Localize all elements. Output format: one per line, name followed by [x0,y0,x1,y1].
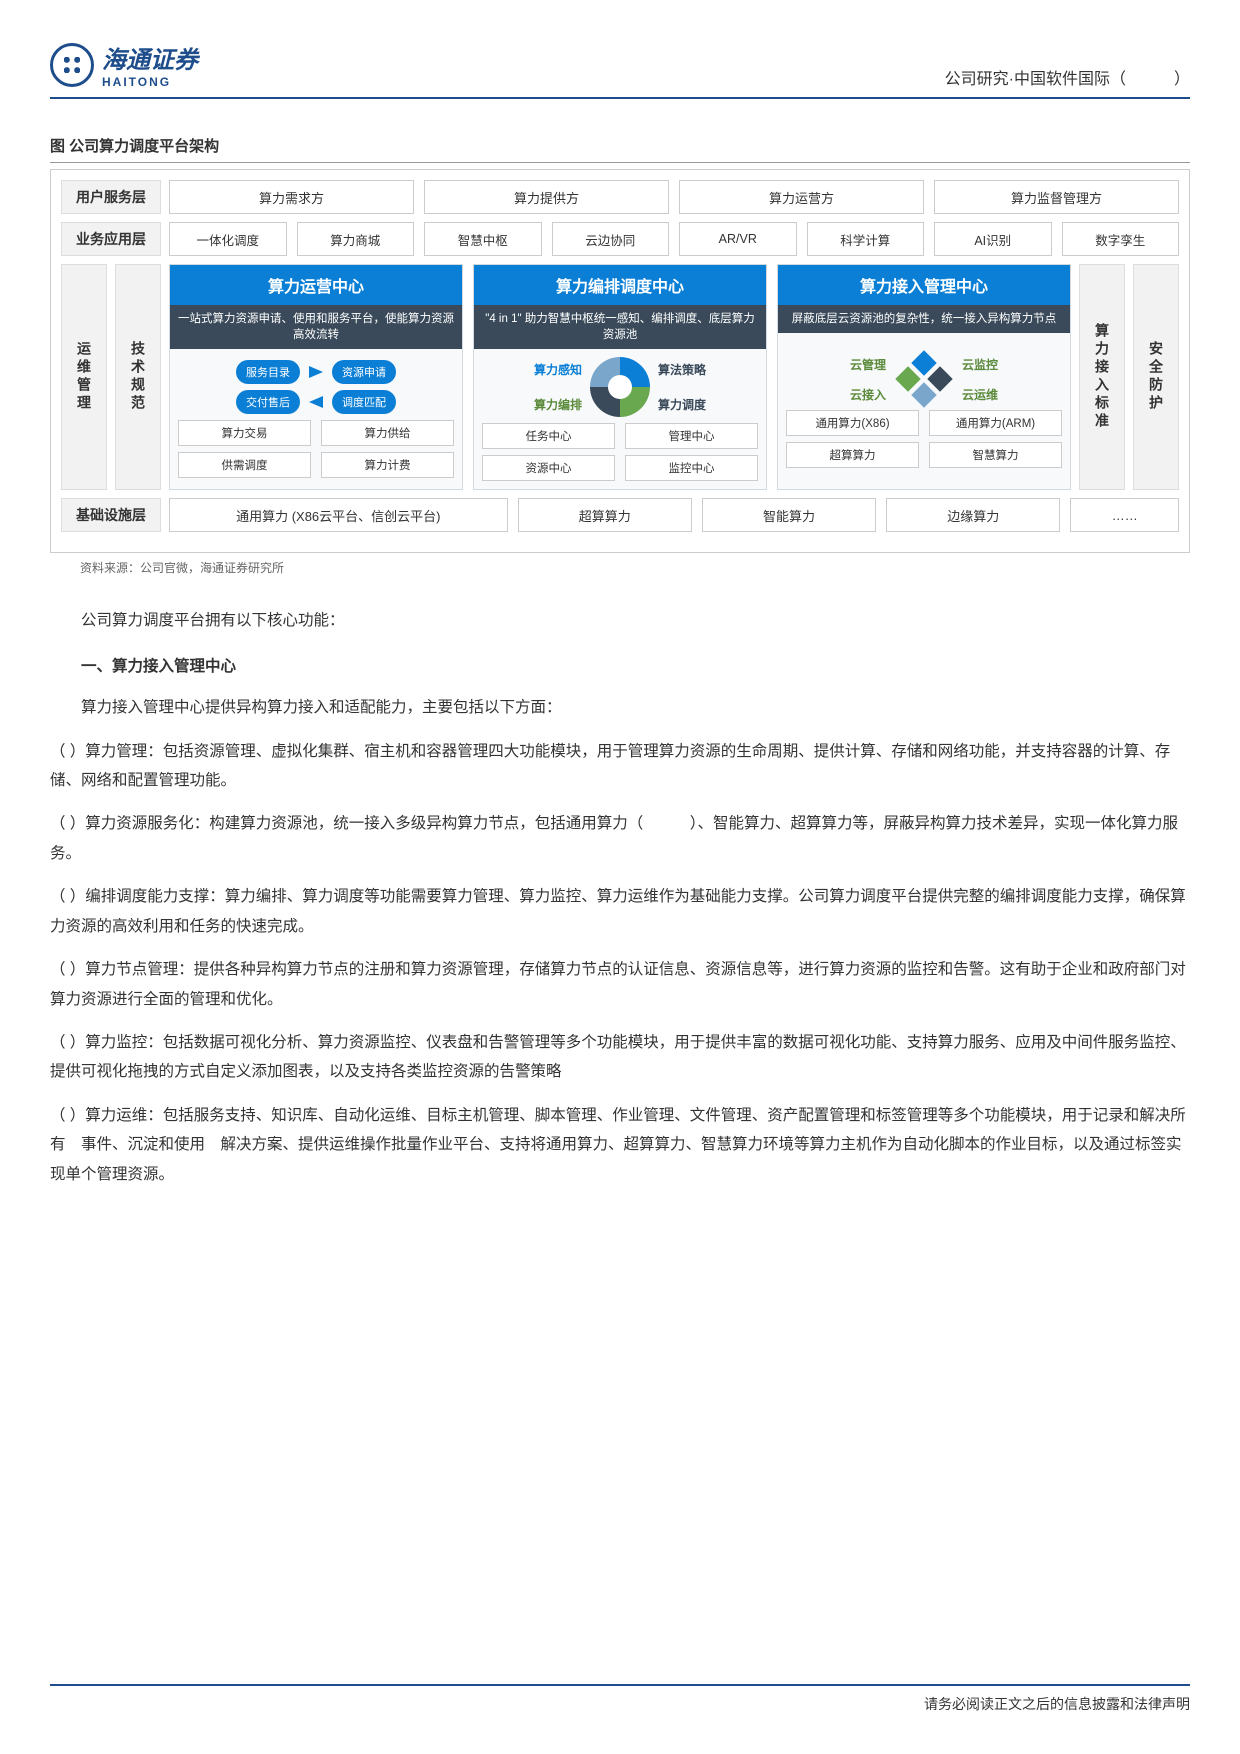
quad-label: 算力编排 [482,396,582,413]
intro: 公司算力调度平台拥有以下核心功能： [50,606,1190,635]
pill: 服务目录 [236,360,300,384]
figure-source: 资料来源：公司官微，海通证券研究所 [80,559,1190,576]
paragraph: （ ）算力管理：包括资源管理、虚拟化集群、宿主机和容器管理四大功能模块，用于管理… [50,737,1190,796]
mini-cell: 算力计费 [321,452,454,478]
app-layer-row: 业务应用层 一体化调度 算力商城 智慧中枢 云边协同 AR/VR 科学计算 AI… [61,222,1179,256]
user-cell: 算力监督管理方 [934,180,1179,214]
pill: 调度匹配 [332,390,396,414]
c3-diagram: 云管理 云监控 云接入 云运维 [786,354,1062,404]
app-cell: AR/VR [679,222,797,256]
user-layer-label: 用户服务层 [61,180,161,214]
mini-cell: 通用算力(ARM) [929,410,1062,436]
card-head: 算力运营中心 [170,265,462,305]
logo: 海通证券 HAITONG [50,40,198,89]
mini-cell: 监控中心 [625,455,758,481]
app-cell: 智慧中枢 [424,222,542,256]
arrow-right-icon [309,366,323,378]
app-cell: 一体化调度 [169,222,287,256]
app-cell: 算力商城 [297,222,415,256]
diamond-icon [899,354,949,404]
card-ops-center: 算力运营中心 一站式算力资源申请、使用和服务平台，使能算力资源高效流转 服务目录… [169,264,463,490]
page-footer: 请务必阅读正文之后的信息披露和法律声明 [50,1684,1190,1714]
quad-label: 算法策略 [658,361,758,378]
side-col-ops: 运维管理 [61,264,107,490]
header-right: 公司研究·中国软件国际（ ） [945,65,1190,89]
app-cell: 科学计算 [807,222,925,256]
paragraph: （ ）算力监控：包括数据可视化分析、算力资源监控、仪表盘和告警管理等多个功能模块… [50,1028,1190,1087]
app-layer-label: 业务应用层 [61,222,161,256]
paragraph: （ ）算力资源服务化：构建算力资源池，统一接入多级异构算力节点，包括通用算力（ … [50,809,1190,868]
mini-cell: 任务中心 [482,423,615,449]
c3-label: 云管理 [786,356,886,373]
infra-cell: …… [1070,498,1179,532]
side-col-spec: 技术规范 [115,264,161,490]
quad-diagram: 算力感知 算法策略 算力编排 算力调度 [482,357,758,417]
paragraph: （ ）算力运维：包括服务支持、知识库、自动化运维、目标主机管理、脚本管理、作业管… [50,1101,1190,1189]
mini-cell: 算力交易 [178,420,311,446]
mini-cell: 智慧算力 [929,442,1062,468]
logo-cn: 海通证券 [102,40,198,75]
logo-en: HAITONG [102,75,198,89]
user-cell: 算力提供方 [424,180,669,214]
figure-title: 图 公司算力调度平台架构 [50,129,1190,163]
card-sub: "4 in 1" 助力智慧中枢统一感知、编排调度、底层算力资源池 [474,305,766,349]
mini-cell: 通用算力(X86) [786,410,919,436]
app-cell: 数字孪生 [1062,222,1180,256]
section-heading: 一、算力接入管理中心 [50,652,1190,681]
side-col-standard: 算力接入标准 [1079,264,1125,490]
card-head: 算力接入管理中心 [778,265,1070,305]
mini-cell: 超算算力 [786,442,919,468]
quad-label: 算力感知 [482,361,582,378]
paragraph: （ ）编排调度能力支撑：算力编排、算力调度等功能需要算力管理、算力监控、算力运维… [50,882,1190,941]
paragraph: （ ）算力节点管理：提供各种异构算力节点的注册和算力资源管理，存储算力节点的认证… [50,955,1190,1014]
flow-grid: 服务目录 资源申请 交付售后 调度匹配 [236,360,396,414]
infra-layer-row: 基础设施层 通用算力 (X86云平台、信创云平台) 超算算力 智能算力 边缘算力… [61,498,1179,532]
app-cell: 云边协同 [552,222,670,256]
infra-layer-label: 基础设施层 [61,498,161,532]
mini-cell: 管理中心 [625,423,758,449]
user-layer-row: 用户服务层 算力需求方 算力提供方 算力运营方 算力监督管理方 [61,180,1179,214]
user-cell: 算力运营方 [679,180,924,214]
mid-row: 运维管理 技术规范 算力运营中心 一站式算力资源申请、使用和服务平台，使能算力资… [61,264,1179,490]
logo-icon [50,43,94,87]
arrow-left-icon [309,396,323,408]
paragraph: 算力接入管理中心提供异构算力接入和适配能力，主要包括以下方面： [50,693,1190,722]
card-head: 算力编排调度中心 [474,265,766,305]
c3-label: 云监控 [962,356,1062,373]
c3-label: 云接入 [786,386,886,403]
card-sub: 屏蔽底层云资源池的复杂性，统一接入异构算力节点 [778,305,1070,333]
page-header: 海通证券 HAITONG 公司研究·中国软件国际（ ） [50,40,1190,99]
quad-label: 算力调度 [658,396,758,413]
infra-cell: 超算算力 [518,498,692,532]
mini-cell: 供需调度 [178,452,311,478]
donut-icon [590,357,650,417]
pill: 资源申请 [332,360,396,384]
infra-cell: 智能算力 [702,498,876,532]
mini-cell: 算力供给 [321,420,454,446]
pill: 交付售后 [236,390,300,414]
user-cell: 算力需求方 [169,180,414,214]
card-access-center: 算力接入管理中心 屏蔽底层云资源池的复杂性，统一接入异构算力节点 云管理 云监控… [777,264,1071,490]
body-text: 公司算力调度平台拥有以下核心功能： 一、算力接入管理中心 算力接入管理中心提供异… [50,606,1190,1189]
center-block: 算力运营中心 一站式算力资源申请、使用和服务平台，使能算力资源高效流转 服务目录… [169,264,1071,490]
infra-cell: 边缘算力 [886,498,1060,532]
c3-label: 云运维 [962,386,1062,403]
mini-cell: 资源中心 [482,455,615,481]
app-cell: AI识别 [934,222,1052,256]
card-schedule-center: 算力编排调度中心 "4 in 1" 助力智慧中枢统一感知、编排调度、底层算力资源… [473,264,767,490]
card-sub: 一站式算力资源申请、使用和服务平台，使能算力资源高效流转 [170,305,462,349]
side-col-security: 安全防护 [1133,264,1179,490]
infra-cell: 通用算力 (X86云平台、信创云平台) [169,498,508,532]
architecture-diagram: 用户服务层 算力需求方 算力提供方 算力运营方 算力监督管理方 业务应用层 一体… [50,169,1190,553]
